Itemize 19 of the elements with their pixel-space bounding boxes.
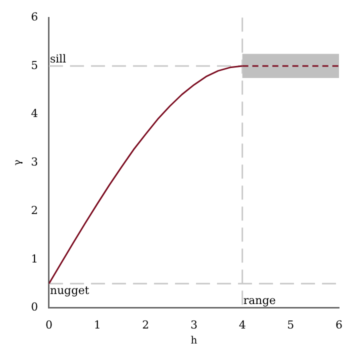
ref-line-label: sill (50, 52, 67, 66)
y-tick-label: 3 (31, 156, 38, 169)
x-tick-label: 4 (238, 318, 246, 332)
y-tick-label: 0 (31, 300, 38, 314)
x-tick-label: 6 (336, 318, 342, 332)
ref-line-label: range (243, 294, 276, 308)
x-tick-label: 3 (190, 318, 198, 332)
x-tick-label: 5 (287, 318, 294, 332)
x-tick-label: 2 (142, 318, 150, 332)
x-axis-title: h (190, 336, 198, 347)
y-tick-label: 4 (31, 107, 38, 120)
x-tick-label: 1 (94, 318, 101, 332)
y-tick-label: 1 (31, 252, 38, 266)
x-tick-label: 0 (46, 318, 52, 332)
y-tick-label: 6 (31, 10, 38, 24)
y-tick-label: 5 (31, 58, 38, 72)
y-axis-title: γ (12, 160, 24, 166)
ref-line-label: nugget (50, 284, 90, 297)
y-tick-label: 2 (31, 204, 38, 217)
